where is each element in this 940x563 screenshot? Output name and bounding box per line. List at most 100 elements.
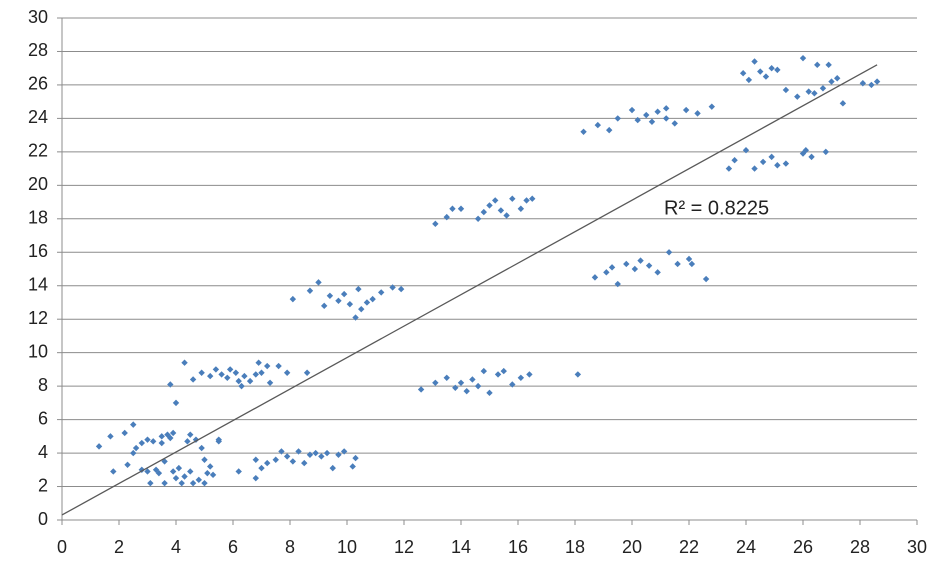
point [378,289,385,296]
point [175,464,183,472]
point [172,474,180,482]
point [352,314,359,321]
point [201,456,208,463]
point [814,61,821,69]
point [799,54,807,62]
x-tick-label: 14 [451,537,471,557]
x-tick-label: 4 [171,537,181,557]
point [432,220,439,228]
point [794,93,801,100]
point [107,433,114,440]
y-tick-label: 24 [28,107,48,127]
y-tick-label: 14 [28,274,48,294]
x-tick-label: 6 [228,537,238,557]
point [685,255,693,263]
point [457,379,465,386]
point [822,148,829,156]
point [272,456,279,463]
point [623,260,630,268]
point [628,106,636,114]
point [529,195,536,202]
point [275,362,282,370]
point [811,90,818,97]
point [255,359,262,366]
point [492,197,499,204]
point [150,438,157,445]
point [318,453,325,460]
point [295,448,302,455]
point [494,371,502,378]
point [614,280,621,288]
point [474,382,482,390]
point [169,429,177,437]
point [207,372,214,380]
x-tick-label: 16 [508,537,528,557]
point [207,463,214,470]
x-tick-label: 10 [337,537,357,557]
y-tick-label: 6 [38,408,48,428]
point [834,75,841,82]
point [335,451,342,458]
point [457,205,465,212]
point [241,372,248,380]
point [264,362,271,370]
point [828,78,835,85]
point [198,369,205,376]
point [449,205,456,212]
point [189,376,197,383]
point [172,399,180,407]
point [189,479,197,487]
point [751,58,758,65]
point [674,260,681,268]
point [802,146,810,154]
point [663,105,670,112]
point [819,85,827,92]
point [654,108,661,115]
point [204,469,211,477]
point [132,444,140,452]
y-tick-label: 10 [28,341,48,361]
point [606,126,613,134]
point [198,444,205,452]
point [603,269,610,276]
point [768,153,775,161]
point [708,103,715,110]
point [110,468,117,475]
point [469,376,476,383]
point [226,366,234,373]
point [452,384,459,392]
point [326,292,334,299]
point [238,382,245,390]
x-tick-label: 8 [285,537,295,557]
point [774,162,781,169]
point [301,459,308,467]
point [731,157,738,164]
point [631,265,639,273]
point [358,305,365,313]
point [312,449,319,457]
x-tick-label: 30 [907,537,927,557]
point [235,468,242,475]
point [178,479,185,487]
point [283,369,291,376]
y-tick-label: 20 [28,174,48,194]
point [759,158,767,166]
point [266,379,274,386]
point [352,454,359,462]
point [486,389,493,397]
point [289,458,297,465]
point [702,275,710,283]
y-tick-label: 26 [28,74,48,94]
point [517,374,525,381]
point [634,116,641,124]
point [289,295,297,303]
x-tick-label: 12 [394,537,414,557]
annotation: R² = 0.8225 [664,197,769,219]
point [306,451,314,458]
point [321,302,328,310]
x-tick-label: 0 [57,537,67,557]
point [725,165,733,172]
point [212,366,220,373]
point [682,106,690,114]
x-tick-label: 22 [679,537,699,557]
